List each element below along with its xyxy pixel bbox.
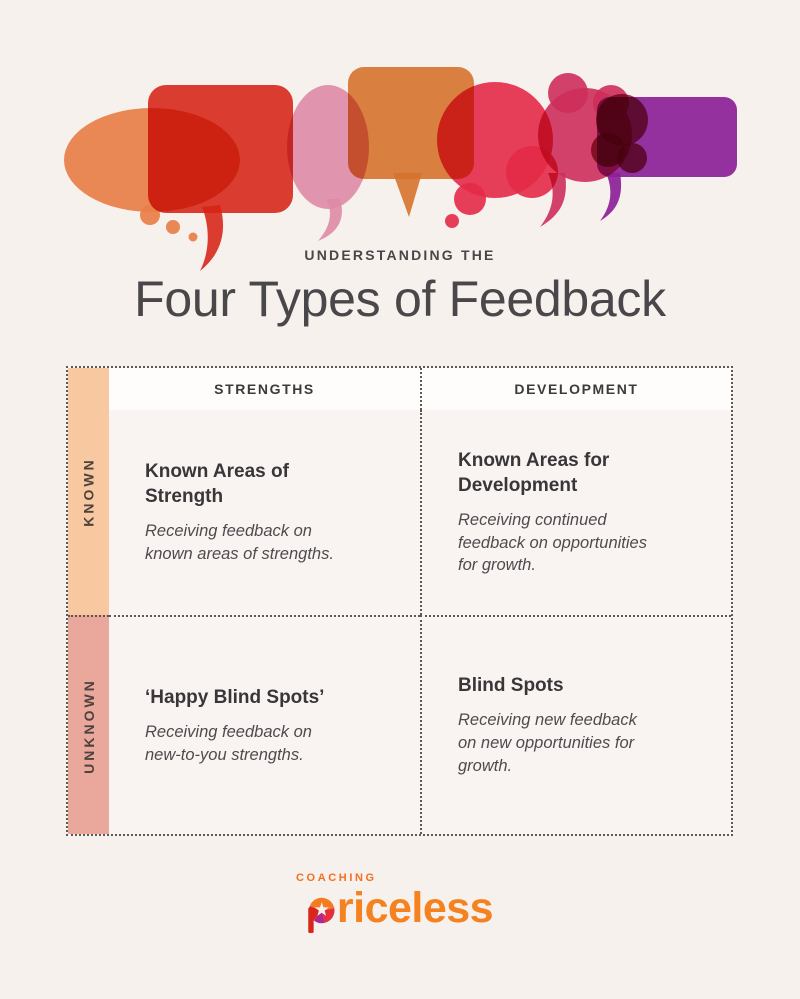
- orange-speech-bubble-icon: [348, 67, 474, 217]
- red-speech-bubble-icon: [148, 85, 293, 271]
- maroon-speech-bubble-icon: [591, 94, 648, 173]
- row-label-unknown: UNKNOWN: [68, 615, 109, 834]
- cell-title: Known Areas of Strength: [145, 461, 289, 508]
- cell-unknown-development: Blind Spots Receiving new feedback on ne…: [420, 615, 731, 834]
- purple-speech-bubble-icon: [597, 97, 737, 221]
- brand-coaching-text: COACHING: [296, 872, 377, 884]
- brand-p-star-icon: [308, 897, 335, 933]
- cell-description: Receiving feedback on known areas of str…: [145, 522, 334, 564]
- brand-name-rest: riceless: [336, 884, 494, 932]
- row-label-known: KNOWN: [68, 368, 109, 615]
- page-title: Four Types of Feedback: [134, 271, 666, 327]
- column-header-development: DEVELOPMENT: [420, 368, 731, 410]
- brand-name: riceless: [307, 884, 494, 933]
- thought-bubble-icon: [64, 108, 240, 242]
- cell-known-development: Known Areas for Development Receiving co…: [420, 410, 731, 615]
- cell-title: Known Areas for Development: [458, 449, 610, 496]
- cell-description: Receiving continued feedback on opportun…: [458, 510, 647, 575]
- eyebrow-text: UNDERSTANDING THE: [304, 247, 496, 263]
- cell-description: Receiving new feedback on new opportunit…: [458, 711, 637, 775]
- cell-description: Receiving feedback on new-to-you strengt…: [145, 722, 312, 764]
- crimson-speech-bubble-icon: [437, 82, 558, 228]
- magenta-speech-bubble-icon: [538, 73, 632, 227]
- pink-speech-bubble-icon: [287, 85, 369, 241]
- cell-unknown-strengths: ‘Happy Blind Spots’ Receiving feedback o…: [109, 615, 420, 834]
- cell-title: ‘Happy Blind Spots’: [145, 686, 325, 708]
- brand-logo: COACHING riceless: [0, 872, 800, 933]
- column-header-strengths: STRENGTHS: [109, 368, 420, 410]
- feedback-matrix: KNOWN STRENGTHS DEVELOPMENT Known Areas …: [66, 366, 733, 836]
- row-label-known-text: KNOWN: [80, 456, 97, 527]
- cell-title: Blind Spots: [458, 675, 564, 697]
- speech-bubbles-illustration: [64, 67, 737, 271]
- row-label-unknown-text: UNKNOWN: [80, 677, 97, 774]
- cell-known-strengths: Known Areas of Strength Receiving feedba…: [109, 410, 420, 615]
